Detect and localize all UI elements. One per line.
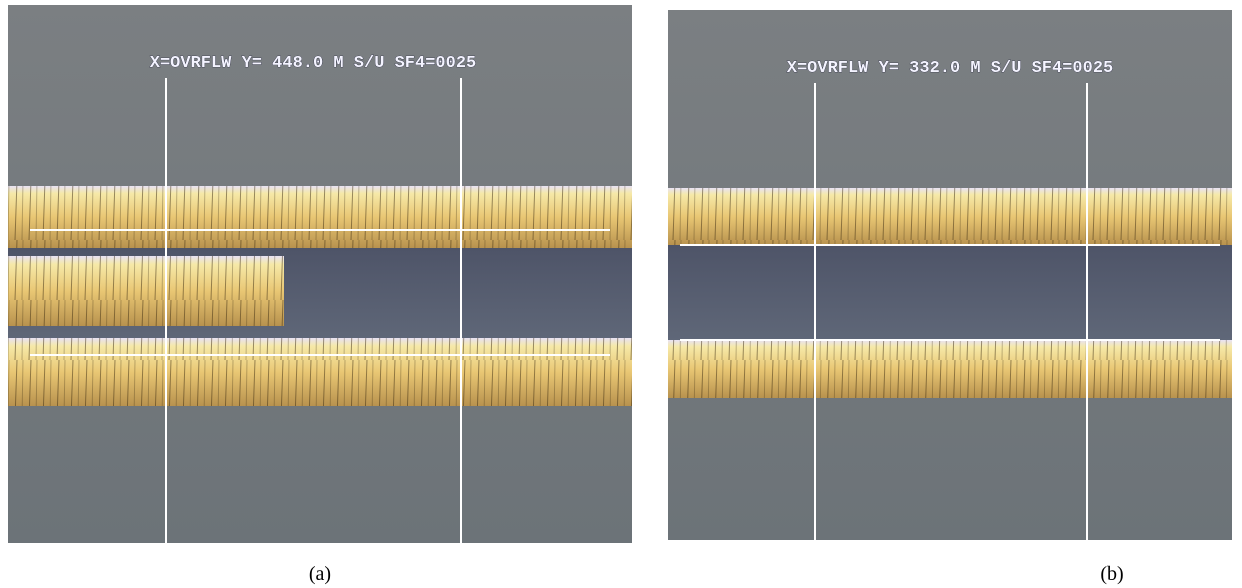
- caption: (b): [1100, 563, 1123, 585]
- texture: [8, 186, 632, 248]
- texture: [8, 338, 632, 406]
- texture: [668, 188, 1232, 245]
- caption: (a): [309, 563, 331, 585]
- overlay-text: X=OVRFLW Y= 448.0 M S/U SF4=0025: [150, 54, 476, 73]
- panel-b: X=OVRFLW Y= 332.0 M S/U SF4=0025: [668, 10, 1232, 540]
- gap: [668, 245, 1232, 340]
- panel-a: X=OVRFLW Y= 448.0 M S/U SF4=0025: [8, 5, 632, 543]
- texture: [8, 256, 284, 326]
- overlay-text: X=OVRFLW Y= 332.0 M S/U SF4=0025: [787, 59, 1113, 78]
- texture: [668, 340, 1232, 398]
